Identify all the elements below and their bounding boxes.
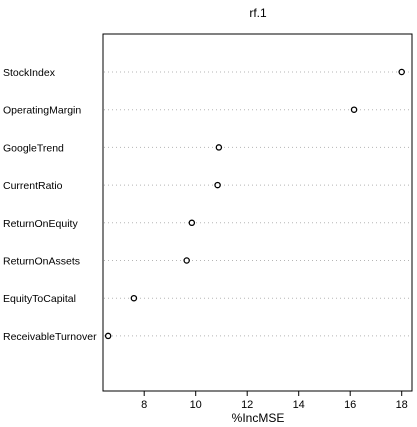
data-point bbox=[188, 219, 196, 227]
category-label: OperatingMargin bbox=[3, 105, 81, 117]
x-tick-label: 8 bbox=[141, 399, 147, 411]
x-axis: 8 10 12 14 16 18 bbox=[141, 391, 408, 411]
category-label: EquityToCapital bbox=[3, 293, 76, 305]
data-point bbox=[214, 181, 221, 189]
plot-frame bbox=[102, 33, 413, 392]
category-label: ReceivableTurnover bbox=[3, 331, 97, 343]
guide-lines bbox=[104, 71, 411, 337]
category-label: StockIndex bbox=[3, 67, 56, 79]
category-label: ReturnOnAssets bbox=[3, 256, 80, 268]
data-point bbox=[215, 144, 223, 151]
category-label: CurrentRatio bbox=[3, 180, 63, 192]
x-tick-label: 12 bbox=[241, 399, 253, 411]
data-points bbox=[104, 68, 405, 340]
data-point bbox=[183, 257, 190, 264]
x-tick-label: 14 bbox=[293, 399, 305, 411]
data-point bbox=[350, 106, 358, 113]
category-label: GoogleTrend bbox=[3, 142, 64, 154]
chart-title: rf.1 bbox=[249, 6, 267, 20]
x-tick-label: 10 bbox=[190, 399, 202, 411]
category-label: ReturnOnEquity bbox=[3, 218, 78, 230]
data-point bbox=[130, 294, 138, 302]
x-tick-label: 16 bbox=[344, 399, 356, 411]
x-tick-label: 18 bbox=[396, 399, 408, 411]
data-point bbox=[104, 332, 112, 340]
data-point bbox=[398, 68, 405, 76]
category-labels: StockIndex OperatingMargin GoogleTrend Curr… bbox=[3, 67, 97, 343]
x-axis-label: %IncMSE bbox=[232, 411, 285, 425]
